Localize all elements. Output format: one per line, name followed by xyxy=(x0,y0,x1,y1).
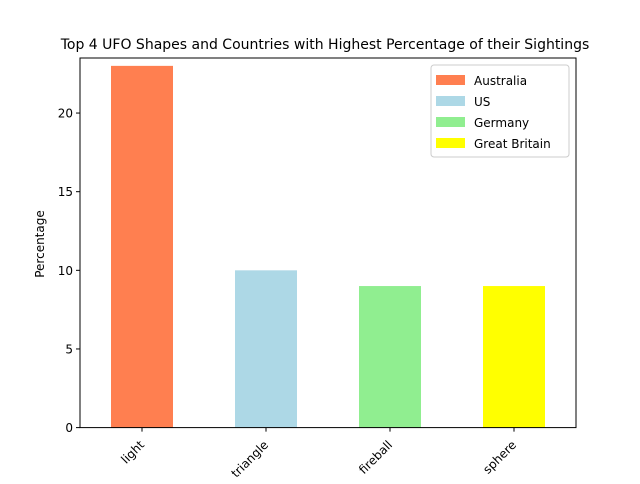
legend-swatch xyxy=(436,117,465,127)
y-tick-label: 0 xyxy=(65,421,73,435)
legend-frame xyxy=(430,64,570,158)
bar-light xyxy=(111,65,173,428)
x-tick-label: sphere xyxy=(480,438,519,477)
legend: Australia US Germany Great Britain xyxy=(430,64,570,158)
legend-label: Germany xyxy=(474,116,529,130)
bar-triangle xyxy=(235,270,297,428)
x-tick-label: triangle xyxy=(229,438,272,480)
bar-fireball xyxy=(359,286,421,428)
bars-layer xyxy=(111,65,545,428)
y-tick-label: 5 xyxy=(65,342,73,356)
legend-swatch xyxy=(436,96,465,106)
y-tick-label: 15 xyxy=(58,185,73,199)
y-axis-label: Percentage xyxy=(33,210,47,278)
legend-label: US xyxy=(474,95,490,109)
x-tick-label: light xyxy=(118,438,147,467)
x-axis-ticks: light triangle fireball sphere xyxy=(118,427,519,480)
x-tick-label: fireball xyxy=(356,438,395,477)
y-axis-ticks: 0 5 10 15 20 xyxy=(58,107,80,435)
y-tick-label: 20 xyxy=(58,107,73,121)
y-tick-label: 10 xyxy=(58,264,73,278)
legend-label: Australia xyxy=(474,74,527,88)
bar-sphere xyxy=(483,286,545,428)
legend-label: Great Britain xyxy=(474,137,551,151)
legend-swatch xyxy=(436,138,465,148)
legend-swatch xyxy=(436,75,465,85)
chart-title: Top 4 UFO Shapes and Countries with High… xyxy=(60,37,590,53)
plot-frame xyxy=(79,57,577,429)
